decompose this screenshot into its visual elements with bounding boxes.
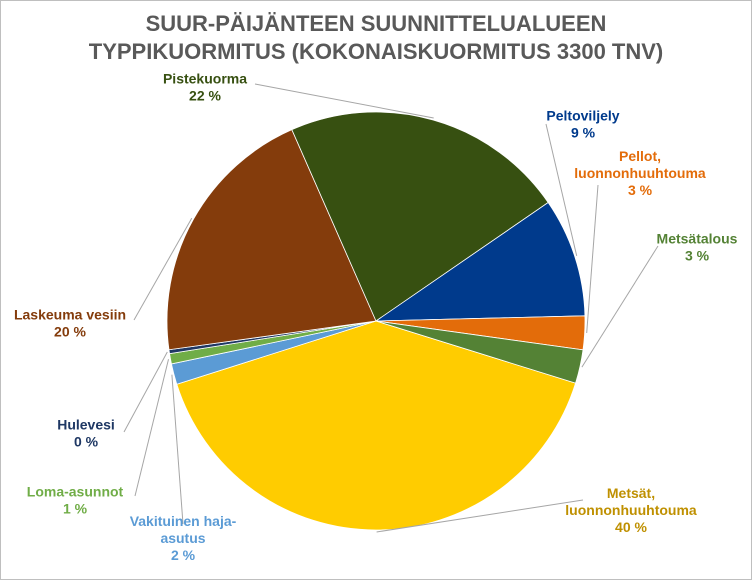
slice-percent-laskeuma: 20 % [54, 324, 86, 340]
leader-line-vakituinen [171, 374, 184, 525]
leader-line-pistekuorma [254, 83, 434, 119]
leader-line-loma [134, 359, 169, 497]
leader-line-hulevesi [123, 351, 168, 433]
chart-title-line-1: SUUR-PÄIJÄNTEEN SUUNNITTELUALUEEN [145, 11, 607, 36]
slice-label-metsat: Metsät, luonnonhuuhtouma 40 % [565, 485, 697, 535]
slice-name-metsat: luonnonhuuhtouma [565, 502, 697, 518]
leader-line-pellot [586, 184, 599, 334]
slice-name-pellot: Pellot, [619, 148, 661, 164]
slice-name-hulevesi: Hulevesi [57, 417, 115, 433]
slice-label-pellot: Pellot, luonnonhuuhtouma 3 % [574, 148, 706, 198]
slice-name-pistekuorma: Pistekuorma [163, 71, 247, 87]
slice-name-peltoviljely: Peltoviljely [546, 108, 619, 124]
slice-label-pistekuorma: Pistekuorma 22 % [163, 71, 247, 104]
slice-name-vakituinen: asutus [160, 530, 205, 546]
slice-percent-metsatalous: 3 % [685, 248, 710, 264]
slice-name-metsat: Metsät, [607, 485, 655, 501]
pie-slices [166, 111, 586, 531]
leader-line-peltoviljely [545, 123, 578, 257]
slice-name-pellot: luonnonhuuhtouma [574, 165, 706, 181]
pie-slice-pistekuorma [291, 111, 549, 322]
slice-percent-loma: 1 % [63, 501, 88, 517]
leader-lines [123, 83, 659, 533]
slice-name-loma: Loma-asunnot [27, 484, 124, 500]
chart-title-line-2: TYPPIKUORMITUS (KOKONAISKUORMITUS 3300 T… [88, 39, 664, 64]
slice-percent-vakituinen: 2 % [171, 547, 196, 563]
slice-percent-pistekuorma: 22 % [189, 88, 221, 104]
slice-name-laskeuma: Laskeuma vesiin [14, 307, 126, 323]
leader-line-laskeuma [133, 217, 193, 321]
leader-line-metsatalous [581, 245, 659, 368]
slice-label-hulevesi: Hulevesi 0 % [57, 417, 115, 450]
slice-labels: Metsät, luonnonhuuhtouma 40 %Vakituinen ha… [14, 71, 738, 564]
slice-name-metsatalous: Metsätalous [657, 231, 738, 247]
pie-slice-laskeuma [166, 129, 377, 351]
pie-slice-peltoviljely [374, 201, 586, 322]
slice-label-loma: Loma-asunnot 1 % [27, 484, 124, 517]
slice-percent-pellot: 3 % [628, 182, 653, 198]
slice-percent-metsat: 40 % [615, 519, 647, 535]
chart-title: SUUR-PÄIJÄNTEEN SUUNNITTELUALUEEN TYPPIK… [0, 10, 752, 66]
slice-percent-hulevesi: 0 % [74, 434, 99, 450]
slice-name-vakituinen: Vakituinen haja- [130, 513, 237, 529]
slice-label-vakituinen: Vakituinen haja-asutus 2 % [130, 513, 237, 563]
slice-label-peltoviljely: Peltoviljely 9 % [546, 108, 619, 141]
slice-label-laskeuma: Laskeuma vesiin 20 % [14, 307, 126, 340]
pie-slice-metsat [176, 320, 577, 531]
leader-line-metsat [376, 499, 584, 533]
pie-slice-metsatalous [375, 320, 584, 384]
slice-label-metsatalous: Metsätalous 3 % [657, 231, 738, 264]
slice-percent-peltoviljely: 9 % [571, 125, 596, 141]
